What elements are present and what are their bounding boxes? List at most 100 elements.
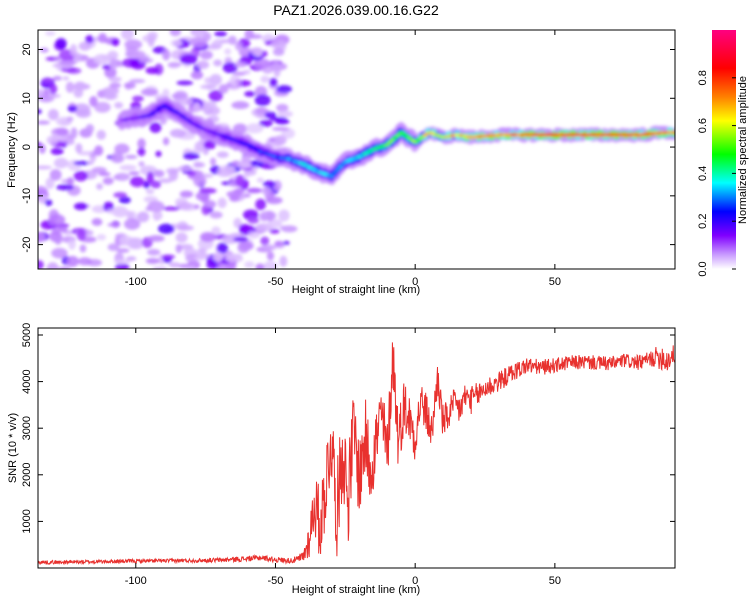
spectrogram-noise-blob <box>253 58 271 69</box>
spectrogram-noise-blob <box>196 60 210 70</box>
spectrogram-noise-blob <box>218 84 229 94</box>
spectrogram-noise-blob <box>217 263 228 269</box>
spectrogram-noise-blob <box>248 231 261 239</box>
spectrogram-noise-blob <box>145 188 155 195</box>
colorbar-tick-label: 0.2 <box>697 214 709 229</box>
spectrogram-noise-blob <box>213 59 223 67</box>
spectrogram-noise-blob <box>96 129 106 140</box>
spectrogram-noise-blob <box>216 151 229 159</box>
spectrogram-noise-blob <box>47 108 59 121</box>
spectrogram-noise-blob <box>50 147 64 156</box>
spectrogram-noise-blob <box>231 101 250 110</box>
spectrogram-noise-blob <box>190 30 208 37</box>
spectrogram-noise-blob <box>147 248 161 256</box>
spectrogram-noise-blob <box>119 164 137 171</box>
spectrogram-noise-blob <box>176 202 193 210</box>
spectrogram-noise-blob <box>222 62 238 74</box>
spectrogram-noise-blob <box>278 209 290 222</box>
spectrogram-noise-blob <box>132 95 144 102</box>
spectrogram-ridge-core <box>672 130 675 135</box>
spectrogram-noise-blob <box>263 260 278 269</box>
snr-xtick-label: -50 <box>268 575 284 587</box>
spectrogram-noise-blob <box>176 225 194 231</box>
spectrogram-noise-blob <box>245 123 264 134</box>
spectrogram-noise-blob <box>153 169 165 178</box>
spectrogram-noise-blob <box>38 231 46 243</box>
spectrogram-noise-blob <box>220 39 230 44</box>
spectrogram-noise-blob <box>244 172 251 178</box>
spectrogram-noise-blob <box>108 76 122 83</box>
spectrogram-noise-blob <box>66 177 75 186</box>
spectrogram-noise-blob <box>65 81 75 93</box>
spectrogram-noise-blob <box>78 41 92 51</box>
spectrogram-noise-blob <box>86 160 95 165</box>
spectrogram-noise-blob <box>41 78 56 83</box>
spectrogram-noise-blob <box>157 223 175 234</box>
spectrogram-noise-blob <box>124 82 136 89</box>
colorbar-label: Normalized spectral amplitude <box>737 76 749 224</box>
spectrogram-noise-blob <box>85 35 94 44</box>
spectrogram-noise-blob <box>74 81 86 91</box>
spectrogram-noise-blob <box>233 236 249 242</box>
spectrogram-noise-blob <box>251 159 265 168</box>
spectrogram-noise-blob <box>114 143 130 155</box>
spectrogram-noise-blob <box>194 255 206 261</box>
spectrogram-noise-blob <box>270 40 287 49</box>
spectrogram-noise-blob <box>175 243 182 254</box>
spectrogram-noise-blob <box>114 263 130 269</box>
spectrogram-noise-blob <box>126 210 134 221</box>
spectrogram-noise-blob <box>260 236 270 246</box>
spectrogram-noise-blob <box>228 35 237 45</box>
spectrogram-noise-blob <box>249 34 263 39</box>
spectrogram-noise-blob <box>211 226 221 236</box>
spectrogram-noise-blob <box>189 37 208 48</box>
spectrogram-noise-blob <box>124 154 138 159</box>
spectrogram-noise-blob <box>234 41 243 51</box>
spectrogram-noise-blob <box>281 128 296 139</box>
spectrogram-noise-blob <box>127 237 141 250</box>
spectrogram-noise-blob <box>185 254 199 263</box>
spectrogram-noise-blob <box>279 225 290 231</box>
colorbar-ticks: 0.0 0.2 0.4 0.6 0.8 <box>697 70 736 277</box>
spectrogram-noise-blob <box>38 120 51 125</box>
spectrogram-noise-blob <box>75 108 92 118</box>
spectrogram-noise-blob <box>235 78 242 84</box>
spectrogram-noise-blob <box>59 60 77 66</box>
spectrogram-noise-blob <box>272 47 285 56</box>
spectrogram-ytick-label: 20 <box>21 43 33 55</box>
spectrogram-noise-blob <box>69 43 78 56</box>
spectrogram-noise-blob <box>259 210 277 221</box>
spectrogram-noise-blob <box>178 243 194 250</box>
spectrogram-noise-blob <box>91 166 107 174</box>
spectrogram-noise-blob <box>126 256 137 262</box>
spectrogram-noise-blob <box>49 169 62 181</box>
spectrogram-noise-blob <box>77 151 94 156</box>
spectrogram-noise-blob <box>94 101 111 113</box>
spectrogram-noise-blob <box>146 171 155 184</box>
snr-ytick-label: 3000 <box>21 416 33 440</box>
spectrogram-noise-blob <box>232 123 248 135</box>
spectrogram-noise-blob <box>224 48 232 55</box>
spectrogram-noise-blob <box>73 52 82 63</box>
spectrogram-noise-blob <box>138 57 154 63</box>
spectrogram-noise-blob <box>129 176 145 188</box>
spectrogram-noise-blob <box>107 243 120 251</box>
spectrogram-ytick-label: -20 <box>21 237 33 253</box>
spectrogram-noise-blob <box>120 30 134 40</box>
spectrogram-noise-blob <box>150 180 162 189</box>
spectrogram-noise-blob <box>169 30 181 37</box>
spectrogram-noise-blob <box>98 33 107 44</box>
spectrogram-noise-blob <box>234 61 247 68</box>
snr-xtick-label: 50 <box>549 575 561 587</box>
spectrogram-noise-blob <box>193 162 206 168</box>
spectrogram-noise-blob <box>110 153 125 164</box>
spectrogram-noise-blob <box>113 259 131 265</box>
spectrogram-noise-blob <box>254 94 271 107</box>
snr-ytick-label: 1000 <box>21 509 33 533</box>
spectrogram-ytick-label: 10 <box>21 92 33 104</box>
snr-panel: -100 -50 0 50 1000 2000 3000 4000 5000 Height of… <box>7 323 676 596</box>
figure-title: PAZ1.2026.039.00.16.G22 <box>273 2 439 18</box>
spectrogram-noise-blob <box>168 262 181 268</box>
snr-ylabel: SNR (10 * v/v) <box>7 413 19 483</box>
